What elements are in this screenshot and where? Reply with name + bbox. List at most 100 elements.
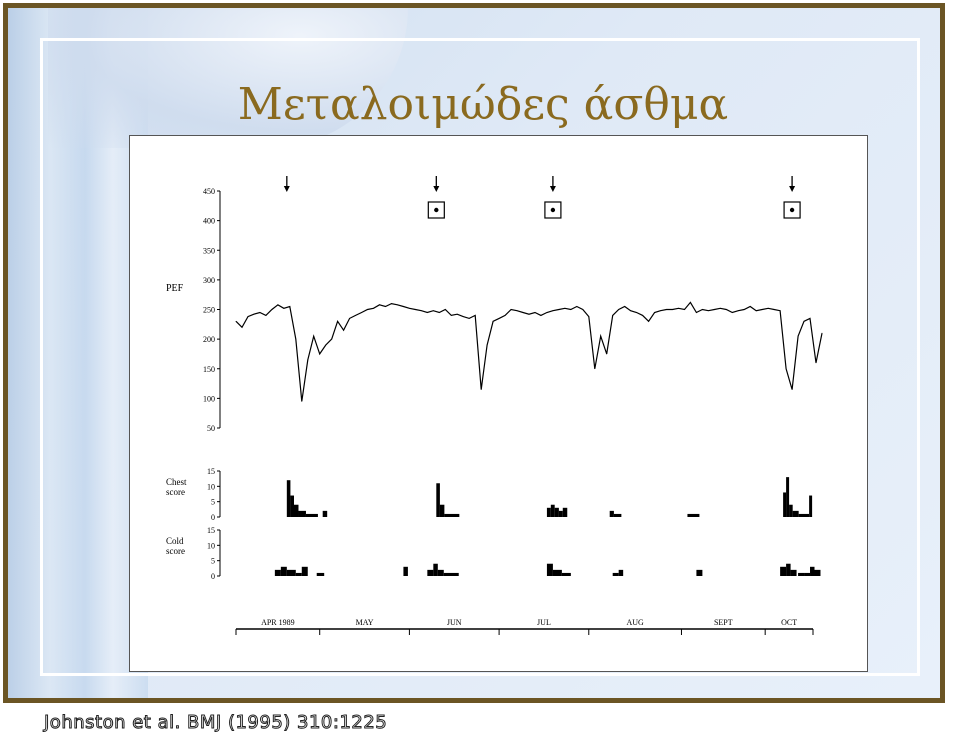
pef-data-point (582, 309, 584, 310)
pef-data-point (600, 335, 602, 337)
pef-data-point (271, 309, 273, 310)
cold-y-tick-label: 5 (211, 557, 215, 566)
pef-data-point (737, 310, 739, 312)
pef-data-point (809, 317, 811, 319)
cold-bar (427, 569, 434, 576)
chest-y-axis-label: Chest (166, 477, 187, 487)
cold-y-tick-label: 15 (207, 526, 215, 535)
chest-y-tick-label: 5 (211, 498, 215, 507)
pef-data-point (666, 309, 667, 310)
pef-y-axis-label: PEF (166, 283, 184, 294)
pef-y-tick-label: 450 (203, 187, 215, 196)
cold-bar (274, 569, 281, 576)
month-label: MAY (356, 618, 374, 627)
month-label: AUG (626, 618, 644, 627)
chest-bar (792, 510, 799, 517)
pef-data-point (552, 310, 554, 312)
pef-data-point (618, 309, 620, 310)
pef-data-point (468, 317, 470, 319)
event-box-icon (783, 201, 801, 219)
cold-bar (618, 569, 624, 576)
cold-bar (443, 572, 459, 576)
pef-data-point (785, 368, 787, 370)
event-arrow-icon (549, 186, 556, 192)
pef-y-tick-label: 50 (207, 424, 215, 433)
event-arrow-icon (789, 186, 796, 192)
pef-data-point (313, 335, 315, 337)
pef-y-tick-label: 350 (203, 246, 215, 255)
pef-data-point (564, 307, 566, 309)
cold-bar (696, 569, 703, 576)
cold-bar (546, 563, 553, 576)
pef-data-point (319, 353, 321, 355)
pef-data-point (504, 315, 506, 316)
pef-data-point (642, 315, 643, 316)
month-label: APR 1989 (261, 618, 295, 627)
chest-bar (687, 513, 700, 517)
pef-data-point (779, 310, 781, 312)
pef-data-point (749, 306, 751, 307)
cold-y-axis-label: Cold (166, 536, 184, 546)
cold-bar (433, 563, 438, 576)
pef-data-point (456, 313, 458, 315)
pef-data-point (462, 316, 464, 318)
cold-bar (403, 566, 408, 576)
chest-bar (786, 477, 790, 517)
cold-y-axis-label: score (166, 546, 185, 556)
pef-data-point (815, 362, 817, 364)
pef-data-point (755, 310, 757, 312)
chest-bar (550, 504, 555, 517)
pef-data-point (295, 338, 297, 340)
pef-data-point (492, 320, 494, 322)
citation-text: Johnston et al. BMJ (1995) 310:1225 (43, 712, 388, 734)
pef-data-point (325, 344, 327, 346)
chest-bar (298, 510, 306, 517)
pef-data-point (684, 309, 685, 310)
pef-data-point (630, 310, 632, 312)
event-arrow-icon (433, 186, 440, 192)
pef-y-tick-label: 250 (203, 306, 215, 315)
cold-bar (437, 569, 444, 576)
pef-data-point (379, 304, 380, 306)
chest-bar (558, 510, 563, 517)
pef-data-point (660, 310, 661, 312)
pef-data-point (719, 307, 721, 309)
cold-bar (561, 572, 571, 576)
pef-data-point (624, 306, 626, 307)
pef-data-point (606, 353, 608, 355)
pef-data-point (773, 309, 775, 310)
cold-bar (810, 566, 815, 576)
pef-data-point (373, 307, 374, 309)
pef-data-point (648, 320, 649, 322)
pef-data-point (265, 315, 267, 316)
pef-data-point (307, 359, 309, 361)
pef-data-point (277, 304, 279, 306)
chart-svg: 50100150200250300350400450PEF051015Chest… (166, 176, 823, 635)
chest-bar (294, 504, 299, 517)
pef-data-point (534, 312, 536, 313)
pef-data-point (707, 310, 709, 312)
pef-data-point (821, 332, 823, 334)
slide-background: Μεταλοιμώδες άσθμα 50 100 150 200 250 300 350 4… (3, 3, 945, 703)
cold-bar (790, 569, 797, 576)
month-label: JUN (447, 618, 462, 627)
pef-data-point (253, 313, 255, 315)
chest-bar (609, 510, 614, 517)
chest-bar (554, 507, 559, 517)
pef-data-point (797, 335, 799, 337)
pef-data-point (409, 307, 410, 309)
chest-y-tick-label: 15 (207, 467, 215, 476)
pef-y-tick-label: 200 (203, 335, 215, 344)
pef-data-point (349, 317, 351, 319)
chest-bar (305, 513, 318, 517)
pef-series-line (235, 301, 823, 402)
pef-data-point (743, 309, 745, 310)
pef-data-point (432, 310, 434, 312)
chest-bar (436, 483, 440, 517)
cold-bar (612, 572, 619, 576)
pef-data-point (546, 312, 548, 313)
pef-data-point (403, 306, 404, 307)
pef-data-point (558, 309, 560, 310)
pef-data-point (522, 312, 524, 313)
pef-data-point (337, 320, 339, 322)
